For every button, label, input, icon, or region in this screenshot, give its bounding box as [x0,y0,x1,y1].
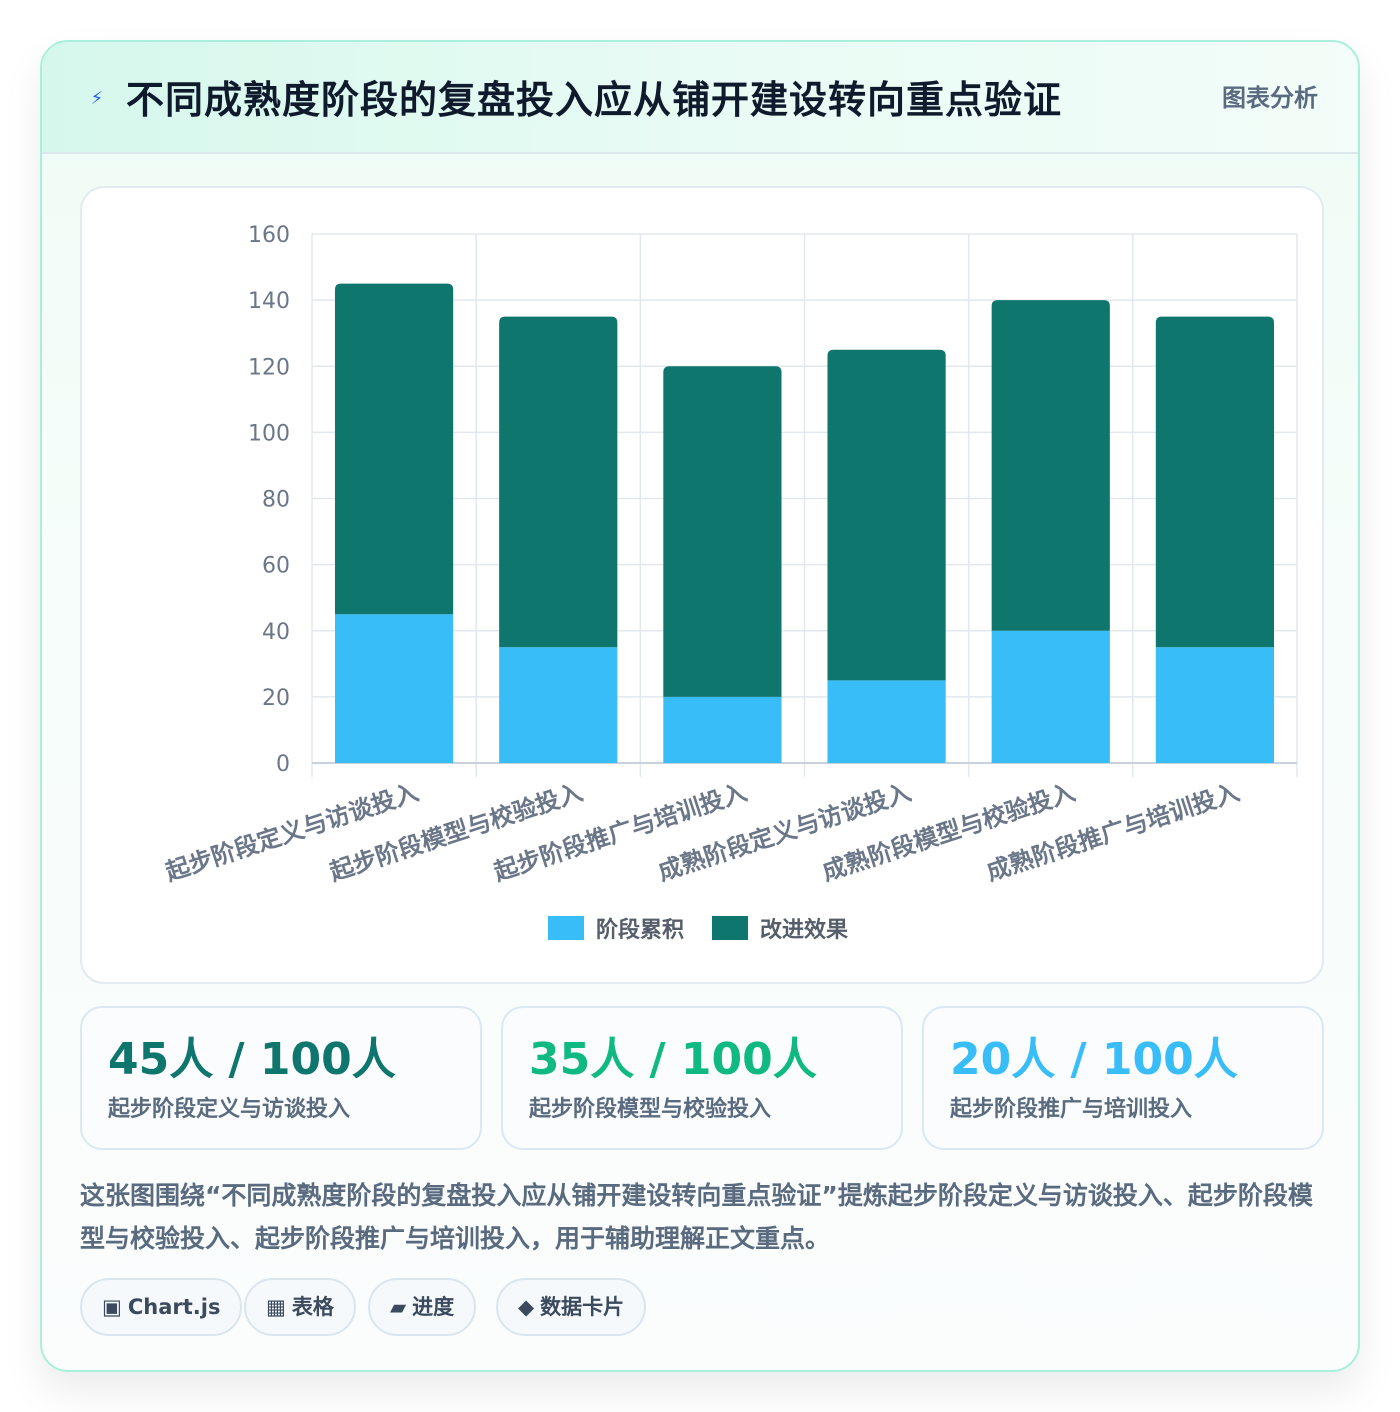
y-tick-label: 60 [262,554,290,579]
bar-segment [1155,316,1275,648]
bar-segment [1155,647,1275,763]
stat-label: 起步阶段推广与培训投入 [950,1097,1193,1122]
y-tick-label: 0 [276,752,290,777]
card-header: ⚡ 不同成熟度阶段的复盘投入应从铺开建设转向重点验证 图表分析 [42,42,1358,154]
lightning-icon: ⚡ [90,88,104,109]
stat-card: 45人 / 100人 起步阶段定义与访谈投入 [80,1006,482,1150]
page-title: 不同成熟度阶段的复盘投入应从铺开建设转向重点验证 [126,78,1063,122]
stat-label: 起步阶段定义与访谈投入 [108,1097,351,1122]
y-tick-label: 20 [262,686,290,711]
bar-segment [499,316,618,648]
bar-segment [663,696,782,763]
header-tag: 图表分析 [1222,84,1318,112]
bar-segment [827,349,946,681]
chart-panel: 0 20 40 60 80 100 120 140 160 起步阶段定义与访谈投入 起步阶段模型与校… [80,186,1324,984]
stacked-bar-chart: 020406080100120140160起步阶段定义与访谈投入起步阶段模型与校… [161,223,1298,943]
chart-card: ⚡ 不同成熟度阶段的复盘投入应从铺开建设转向重点验证 图表分析 0 20 40 60 8… [40,40,1360,1372]
chart-icon: ▣ [102,1295,122,1319]
chip-label: 进度 [412,1295,455,1319]
stat-value: 45人 / 100人 [108,1034,396,1085]
bar-segment [663,366,782,697]
chip-table[interactable]: ▦ 表格 [244,1278,356,1336]
bar-segment [334,283,454,615]
legend-label: 改进效果 [760,917,848,943]
y-tick-label: 100 [248,421,290,446]
y-tick-label: 40 [262,620,290,645]
chip-chartjs[interactable]: ▣ Chart.js [80,1278,243,1336]
y-tick-label: 120 [248,355,290,380]
chart-description: 这张图围绕“不同成熟度阶段的复盘投入应从铺开建设转向重点验证”提炼起步阶段定义与… [80,1181,1313,1253]
chip-progress[interactable]: ▰ 进度 [368,1278,477,1336]
progress-icon: ▰ [390,1295,407,1319]
legend-swatch [548,916,584,940]
bar-segment [991,300,1110,631]
bar-segment [991,630,1110,763]
stat-value: 20人 / 100人 [950,1034,1238,1085]
bar-segment [827,680,946,763]
stat-value: 35人 / 100人 [529,1034,817,1085]
bar-segment [334,614,454,763]
legend-swatch [712,916,748,940]
stat-card: 35人 / 100人 起步阶段模型与校验投入 [501,1006,903,1150]
stat-cards: 45人 / 100人 起步阶段定义与访谈投入 35人 / 100人 起步阶段模型… [80,1006,1324,1150]
chip-label: 表格 [291,1295,334,1319]
chip-data-card[interactable]: ◆ 数据卡片 [496,1278,647,1336]
legend-label: 阶段累积 [596,917,684,943]
stat-label: 起步阶段模型与校验投入 [529,1097,772,1122]
chip-label: 数据卡片 [540,1295,625,1319]
table-icon: ▦ [266,1295,286,1319]
diamond-icon: ◆ [518,1295,535,1319]
y-tick-label: 80 [262,488,290,513]
y-tick-label: 160 [248,223,290,248]
chip-label: Chart.js [127,1295,221,1319]
stat-card: 20人 / 100人 起步阶段推广与培训投入 [922,1006,1324,1150]
y-tick-label: 140 [248,289,290,314]
bar-segment [499,647,618,763]
